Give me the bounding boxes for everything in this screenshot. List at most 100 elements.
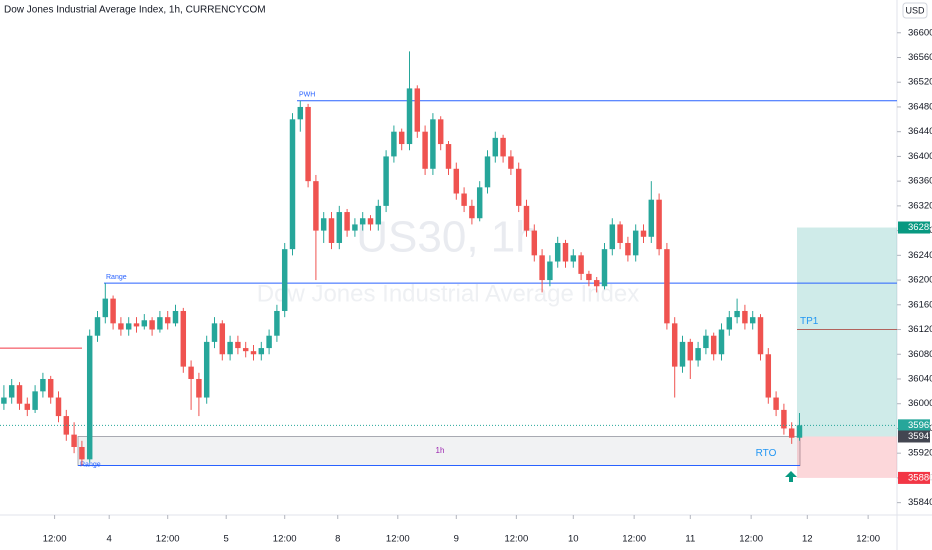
candle-body	[32, 391, 38, 410]
candle-body	[102, 298, 109, 318]
candle-body	[461, 193, 467, 206]
candle-body	[476, 187, 483, 219]
candle-body	[609, 224, 616, 250]
candle-body	[8, 385, 15, 398]
candle-body	[656, 199, 662, 250]
y-tick-label: 36520	[908, 77, 932, 88]
candle-body	[367, 218, 374, 225]
candle-body	[703, 335, 709, 349]
x-tick-label: 9	[454, 534, 459, 545]
x-tick-label: 12:00	[273, 534, 297, 545]
candle-body	[227, 341, 233, 355]
candle-body	[757, 317, 764, 355]
x-tick-label: 12:00	[856, 534, 880, 545]
candle-body	[437, 119, 444, 145]
tp1-label: TP1	[800, 316, 819, 327]
x-tick-label: 8	[335, 534, 340, 545]
level-label: Range	[80, 461, 101, 468]
candle-body	[188, 366, 194, 379]
y-tick-label: 36080	[908, 349, 932, 360]
candle-body	[55, 397, 62, 417]
candle-body	[47, 378, 54, 398]
y-tick-label: 36320	[908, 200, 932, 211]
candle-body	[172, 310, 179, 324]
candle-body	[625, 242, 631, 256]
candle-body	[289, 119, 296, 250]
candle-body	[196, 378, 202, 398]
candle-body	[86, 335, 93, 460]
y-tick-label: 36480	[908, 101, 932, 112]
candle-body	[250, 351, 257, 355]
candle-body	[593, 280, 600, 287]
candle-body	[515, 168, 522, 206]
candle-body	[531, 230, 538, 256]
candle-body	[266, 335, 272, 349]
candle-body	[40, 378, 46, 392]
candle-body	[24, 403, 31, 410]
candle-body	[1, 397, 7, 404]
candle-body	[422, 131, 428, 169]
candle-body	[219, 323, 226, 355]
stop-tag-bg	[898, 471, 930, 484]
entry-tag: 35947	[908, 431, 932, 442]
candle-body	[539, 255, 545, 281]
candle-body	[601, 249, 608, 287]
candle-body	[383, 156, 389, 206]
candle-body	[258, 348, 265, 355]
candle-body	[235, 341, 241, 349]
candle-body	[336, 212, 343, 243]
candle-body	[110, 298, 116, 324]
watermark-sub: Dow Jones Industrial Average Index	[257, 280, 639, 307]
candle-body	[157, 317, 163, 330]
currency[interactable]: USD	[905, 5, 925, 15]
target-tag-bg	[898, 221, 930, 234]
candle-body	[211, 323, 218, 342]
candle-body	[508, 156, 514, 169]
candle-body	[149, 320, 155, 330]
x-tick-label: 12:00	[43, 534, 67, 545]
candle-body	[632, 230, 639, 256]
entry-arrow	[785, 471, 797, 482]
x-tick-label: 12:00	[156, 534, 180, 545]
candle-body	[430, 119, 436, 169]
candle-body	[484, 156, 491, 188]
candle-body	[788, 428, 795, 438]
currency-box[interactable]	[902, 2, 928, 19]
zone-box	[77, 436, 801, 466]
candle-body	[352, 224, 358, 231]
candle-body	[79, 446, 85, 460]
candle-body	[469, 205, 475, 219]
candle-body	[453, 168, 460, 194]
candle-body	[749, 317, 756, 324]
candle-body	[281, 249, 288, 311]
candle-body	[391, 131, 397, 157]
y-tick-label: 36560	[908, 52, 932, 63]
x-tick-label: 4	[107, 534, 112, 545]
candle-body	[313, 181, 319, 231]
candle-body	[164, 317, 171, 324]
candle-body	[671, 323, 678, 367]
candle-body	[203, 341, 210, 398]
x-tick-label: 12	[802, 534, 813, 545]
candle-body	[726, 317, 733, 330]
candle-body	[765, 354, 772, 398]
candle-body	[710, 335, 717, 355]
level-label: Range	[106, 274, 127, 281]
candle-body	[586, 273, 592, 281]
candle-body	[406, 88, 413, 145]
last-price-tag-bg	[898, 419, 930, 432]
candle-body	[781, 409, 787, 429]
candle-body	[547, 261, 553, 281]
last-price-tag: 35965	[908, 420, 932, 431]
candle-body	[274, 310, 280, 336]
x-tick-label: 12:00	[739, 534, 763, 545]
candle-body	[414, 88, 421, 132]
candle-body	[679, 341, 686, 367]
y-tick-label: 36120	[908, 324, 932, 335]
x-tick-label: 11	[685, 534, 695, 545]
y-tick-label: 36440	[908, 126, 932, 137]
candle-body	[125, 323, 132, 330]
candle-body	[664, 249, 670, 324]
candle-body	[734, 310, 740, 318]
candle-body	[359, 218, 366, 225]
